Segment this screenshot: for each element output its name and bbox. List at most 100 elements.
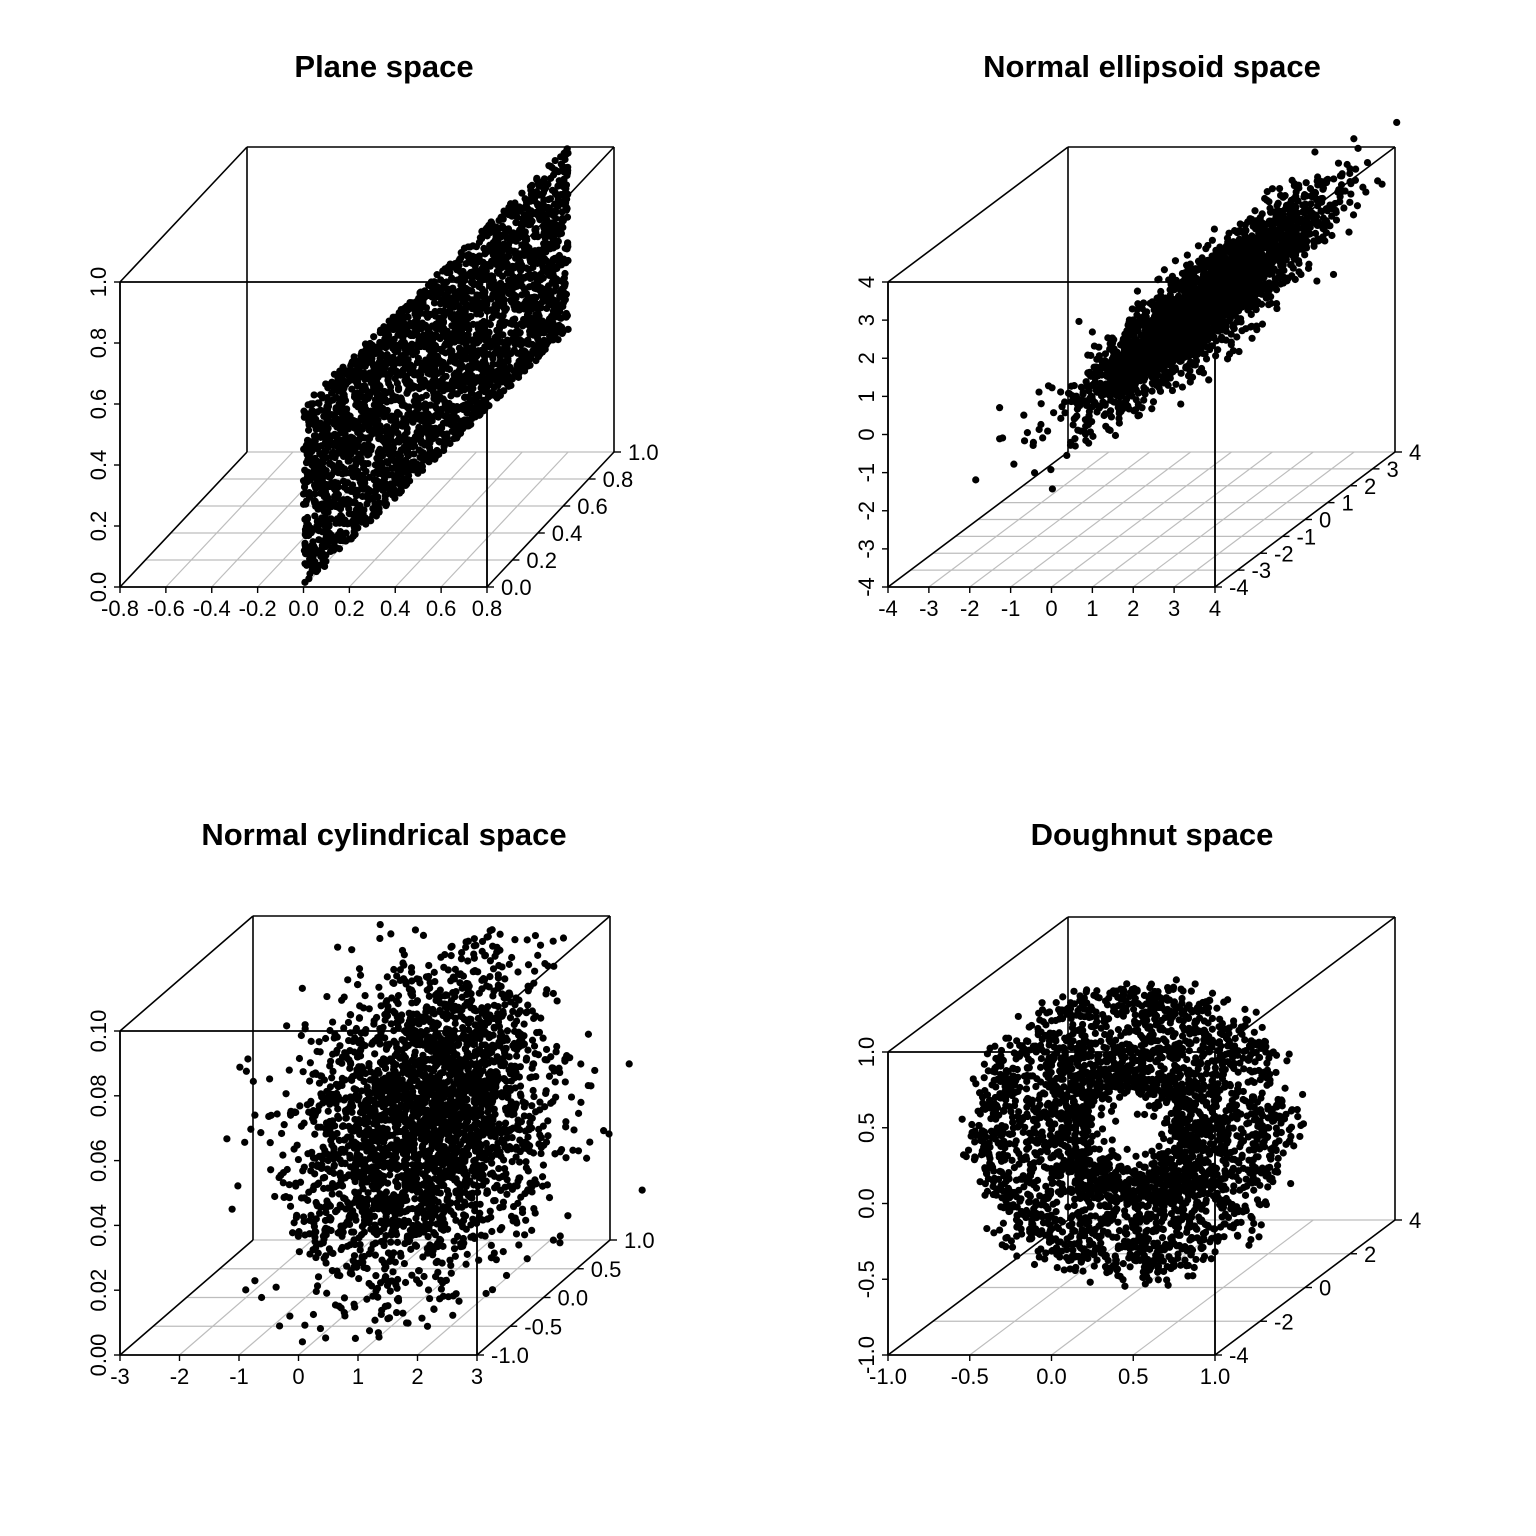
data-point (369, 511, 377, 519)
data-point (542, 341, 550, 349)
data-point (470, 360, 479, 368)
data-point (315, 536, 323, 544)
data-point (402, 373, 411, 381)
data-point (501, 376, 509, 384)
data-point (535, 214, 543, 222)
data-point (416, 453, 424, 461)
data-point (537, 276, 545, 284)
data-point (409, 331, 417, 340)
data-point (1227, 338, 1235, 346)
data-point (370, 427, 379, 435)
data-point (530, 270, 539, 279)
data-point (348, 435, 356, 443)
y-tick-label: -4 (1229, 575, 1249, 600)
data-point (486, 228, 494, 237)
data-point (410, 440, 418, 448)
data-point (440, 446, 448, 455)
data-point (1172, 380, 1180, 388)
data-point (342, 370, 350, 378)
data-point (501, 232, 509, 240)
data-point (320, 429, 328, 438)
data-point (543, 230, 551, 238)
data-point (1133, 287, 1142, 295)
data-point (350, 360, 358, 368)
data-point (394, 396, 402, 404)
data-point (1273, 304, 1281, 313)
data-point (443, 335, 451, 343)
data-point (473, 253, 481, 262)
data-point (334, 483, 342, 491)
data-point (1340, 204, 1348, 212)
data-point (383, 406, 391, 415)
data-point (312, 415, 320, 423)
data-point (432, 449, 440, 457)
data-point (1350, 135, 1358, 143)
data-point (342, 469, 350, 477)
data-point (418, 428, 426, 437)
data-point (361, 362, 369, 370)
data-point (330, 452, 338, 461)
data-point (350, 353, 358, 361)
data-point (397, 485, 405, 493)
x-tick-label: -2 (960, 596, 980, 621)
data-point (506, 363, 514, 371)
data-point (509, 316, 517, 324)
data-point (564, 243, 572, 251)
data-point (324, 384, 332, 392)
data-point (543, 288, 552, 296)
data-point (304, 426, 313, 434)
data-point (392, 315, 400, 323)
data-point (480, 244, 488, 252)
data-point (306, 570, 314, 578)
data-point (370, 379, 378, 387)
data-point (516, 261, 524, 270)
data-point (317, 552, 325, 560)
data-point (524, 362, 532, 370)
data-point (417, 439, 426, 447)
z-tick-label: 1.0 (86, 267, 111, 298)
data-point (370, 333, 378, 341)
data-point (477, 319, 485, 327)
data-point (458, 363, 466, 371)
data-point (319, 458, 327, 467)
x-tick-label: 0 (1045, 596, 1057, 621)
data-point (526, 299, 534, 307)
data-point (433, 271, 441, 279)
data-point (346, 412, 354, 420)
data-point (358, 400, 367, 408)
y-tick-label: -2 (1274, 541, 1294, 566)
data-point (525, 340, 533, 348)
data-point (449, 331, 458, 339)
data-point (304, 531, 313, 540)
data-point (518, 282, 527, 291)
data-point (503, 269, 511, 277)
data-point (394, 386, 403, 394)
data-point (303, 515, 312, 523)
data-point (489, 281, 497, 290)
x-tick-label: 0.8 (472, 596, 503, 621)
data-point (375, 393, 384, 401)
data-point (388, 443, 396, 451)
data-point (467, 312, 475, 321)
data-point (434, 406, 442, 415)
data-point (403, 480, 411, 488)
data-point (518, 189, 526, 197)
data-point (318, 391, 326, 399)
data-point (501, 341, 509, 349)
data-point (481, 343, 489, 351)
y-tick-label: -3 (1252, 558, 1272, 583)
data-point (324, 444, 332, 452)
chart-title: Normal ellipsoid space (983, 49, 1321, 84)
data-point (1035, 388, 1043, 396)
data-point (550, 200, 559, 208)
data-point (467, 389, 476, 397)
data-point (302, 497, 310, 505)
data-point (465, 270, 473, 278)
y-tick-label: 0.8 (603, 467, 634, 492)
x-tick-label: 0.2 (334, 596, 365, 621)
data-point (376, 361, 384, 369)
data-point (454, 405, 462, 414)
data-point (466, 368, 474, 377)
data-point (380, 323, 388, 331)
data-point (341, 451, 350, 460)
